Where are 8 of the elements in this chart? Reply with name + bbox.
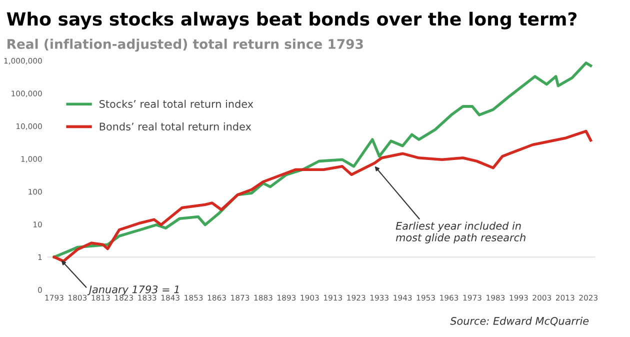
source-note: Source: Edward McQuarrie — [450, 316, 589, 326]
legend-label: Stocks’ real total return index — [100, 100, 254, 108]
line-series — [52, 62, 592, 258]
legend-label: Bonds’ real total return index — [100, 122, 252, 130]
chart-subtitle: Real (inflation-adjusted) total return since 1793 — [8, 38, 363, 52]
annotation: Earliest year included in most glide path research — [396, 222, 526, 244]
annotation: January 1793 = 1 — [87, 285, 179, 296]
chart-title: Who says stocks always beat bonds over the long term? — [6, 12, 577, 30]
